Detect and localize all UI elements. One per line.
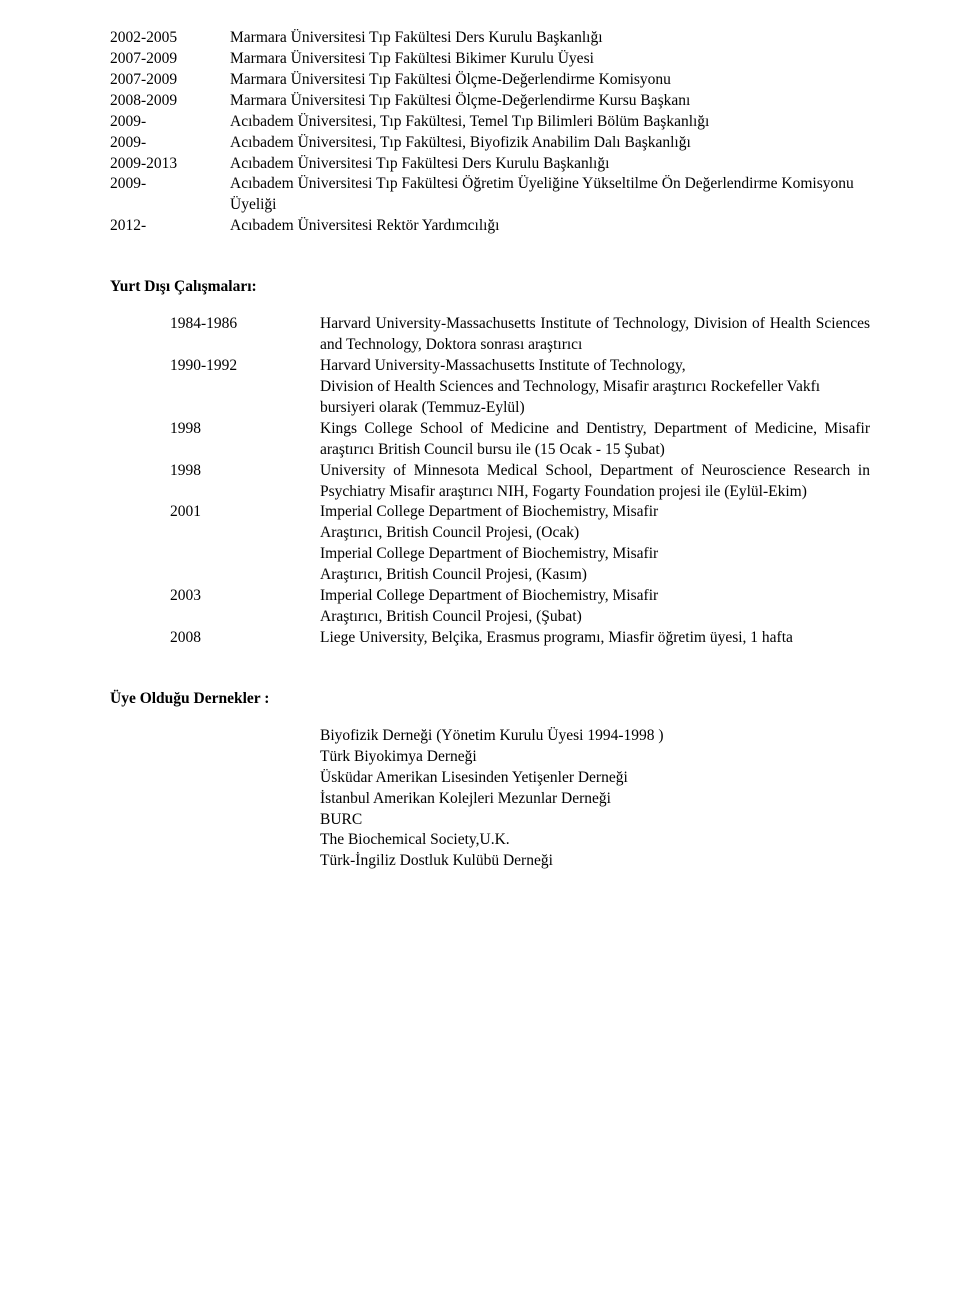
abroad-list: 1984-1986Harvard University-Massachusett… <box>170 314 870 649</box>
entry-description: Imperial College Department of Biochemis… <box>320 502 870 586</box>
entry-description: Acıbadem Üniversitesi Tıp Fakültesi Öğre… <box>230 174 870 216</box>
position-entry: 2009-Acıbadem Üniversitesi Tıp Fakültesi… <box>110 174 870 216</box>
entry-year: 1990-1992 <box>170 356 320 419</box>
entry-description: Kings College School of Medicine and Den… <box>320 419 870 461</box>
abroad-entry: 1998Kings College School of Medicine and… <box>170 419 870 461</box>
section-heading-memberships: Üye Olduğu Dernekler : <box>110 689 870 710</box>
entry-year: 2007-2009 <box>110 70 230 91</box>
membership-item: The Biochemical Society,U.K. <box>320 830 870 851</box>
entry-description: Liege University, Belçika, Erasmus progr… <box>320 628 870 649</box>
position-entry: 2009-2013Acıbadem Üniversitesi Tıp Fakül… <box>110 154 870 175</box>
entry-description: Marmara Üniversitesi Tıp Fakültesi Ders … <box>230 28 870 49</box>
positions-list: 2002-2005Marmara Üniversitesi Tıp Fakült… <box>110 28 870 237</box>
entry-description: Acıbadem Üniversitesi, Tıp Fakültesi, Bi… <box>230 133 870 154</box>
entry-description: Marmara Üniversitesi Tıp Fakültesi Bikim… <box>230 49 870 70</box>
entry-description: Marmara Üniversitesi Tıp Fakültesi Ölçme… <box>230 70 870 91</box>
section-heading-abroad: Yurt Dışı Çalışmaları: <box>110 277 870 298</box>
position-entry: 2007-2009Marmara Üniversitesi Tıp Fakült… <box>110 49 870 70</box>
position-entry: 2008-2009Marmara Üniversitesi Tıp Fakült… <box>110 91 870 112</box>
entry-year: 2001 <box>170 502 320 586</box>
entry-year: 2008 <box>170 628 320 649</box>
entry-description: Harvard University-Massachusetts Institu… <box>320 356 870 419</box>
abroad-entry: 1984-1986Harvard University-Massachusett… <box>170 314 870 356</box>
abroad-entry: 2003Imperial College Department of Bioch… <box>170 586 870 628</box>
entry-description: Imperial College Department of Biochemis… <box>320 586 870 628</box>
entry-description: Marmara Üniversitesi Tıp Fakültesi Ölçme… <box>230 91 870 112</box>
entry-description: Acıbadem Üniversitesi Tıp Fakültesi Ders… <box>230 154 870 175</box>
entry-year: 2009- <box>110 133 230 154</box>
entry-year: 2008-2009 <box>110 91 230 112</box>
position-entry: 2009-Acıbadem Üniversitesi, Tıp Fakültes… <box>110 133 870 154</box>
membership-item: Biyofizik Derneği (Yönetim Kurulu Üyesi … <box>320 726 870 747</box>
entry-year: 2003 <box>170 586 320 628</box>
abroad-entry: 2001Imperial College Department of Bioch… <box>170 502 870 586</box>
abroad-entry: 1998University of Minnesota Medical Scho… <box>170 461 870 503</box>
entry-year: 2009- <box>110 174 230 216</box>
entry-year: 1984-1986 <box>170 314 320 356</box>
membership-item: Türk-İngiliz Dostluk Kulübü Derneği <box>320 851 870 872</box>
membership-item: Üsküdar Amerikan Lisesinden Yetişenler D… <box>320 768 870 789</box>
position-entry: 2012-Acıbadem Üniversitesi Rektör Yardım… <box>110 216 870 237</box>
entry-year: 2009-2013 <box>110 154 230 175</box>
entry-year: 2007-2009 <box>110 49 230 70</box>
entry-year: 1998 <box>170 419 320 461</box>
entry-year: 2009- <box>110 112 230 133</box>
entry-description: Acıbadem Üniversitesi, Tıp Fakültesi, Te… <box>230 112 870 133</box>
entry-description: Harvard University-Massachusetts Institu… <box>320 314 870 356</box>
entry-description: Acıbadem Üniversitesi Rektör Yardımcılığ… <box>230 216 870 237</box>
entry-year: 1998 <box>170 461 320 503</box>
membership-item: İstanbul Amerikan Kolejleri Mezunlar Der… <box>320 789 870 810</box>
position-entry: 2002-2005Marmara Üniversitesi Tıp Fakült… <box>110 28 870 49</box>
position-entry: 2007-2009Marmara Üniversitesi Tıp Fakült… <box>110 70 870 91</box>
memberships-list: Biyofizik Derneği (Yönetim Kurulu Üyesi … <box>320 726 870 872</box>
abroad-entry: 1990-1992Harvard University-Massachusett… <box>170 356 870 419</box>
entry-year: 2002-2005 <box>110 28 230 49</box>
position-entry: 2009-Acıbadem Üniversitesi, Tıp Fakültes… <box>110 112 870 133</box>
membership-item: BURC <box>320 810 870 831</box>
entry-description: University of Minnesota Medical School, … <box>320 461 870 503</box>
entry-year: 2012- <box>110 216 230 237</box>
membership-item: Türk Biyokimya Derneği <box>320 747 870 768</box>
abroad-entry: 2008Liege University, Belçika, Erasmus p… <box>170 628 870 649</box>
